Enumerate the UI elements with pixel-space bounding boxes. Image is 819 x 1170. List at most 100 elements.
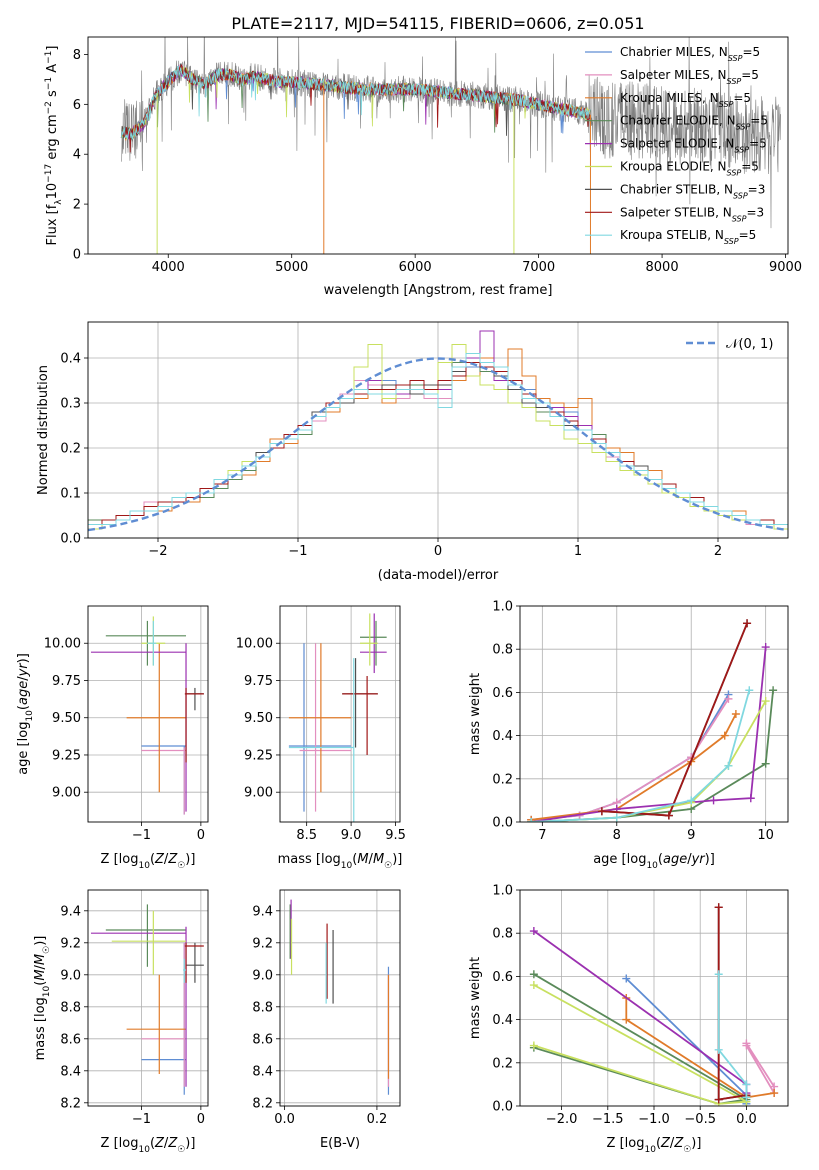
legend-entry: Kroupa MILES, NSSP=5	[620, 91, 751, 109]
x-tick-label: −2.0	[546, 1112, 578, 1127]
y-tick-label: 10.00	[44, 637, 81, 652]
weight-marker	[731, 710, 740, 718]
weight-marker	[622, 1015, 631, 1024]
legend-entry: Chabrier ELODIE, NSSP=5	[620, 114, 768, 132]
x-tick-label: −1	[132, 1112, 151, 1127]
x-tick-label: 8000	[646, 260, 679, 275]
x-tick-label: −2	[148, 544, 167, 559]
legend: Chabrier MILES, NSSP=5 Salpeter MILES, NS…	[585, 45, 768, 246]
y-tick-label: 6	[73, 98, 81, 113]
weight-marker	[742, 1080, 751, 1089]
plot-area	[90, 904, 204, 1095]
weight-marker	[761, 759, 770, 768]
x-tick-label: 2	[714, 544, 722, 559]
weight-marker	[529, 981, 538, 990]
weight-marker	[529, 970, 538, 979]
y-tick-label: 9.0	[60, 968, 81, 983]
weight-line-2	[625, 998, 775, 1099]
legend-entry: Kroupa ELODIE, NSSP=5	[620, 160, 759, 178]
y-tick-label: 0.4	[492, 1013, 513, 1028]
axes-frame	[519, 605, 789, 823]
plot-area	[529, 903, 779, 1106]
weight-marker	[527, 818, 536, 822]
x-tick-label: 10	[757, 828, 774, 843]
plot-area	[120, 37, 781, 254]
x-tick-label: 9000	[769, 260, 802, 275]
weight-marker	[529, 927, 538, 936]
mass-vs-Z-xlabel: Z [log10(Z/Z☉)]	[101, 1136, 196, 1155]
y-tick-label: 9.00	[244, 786, 273, 801]
spectrum-xlabel: wavelength [Angstrom, rest frame]	[324, 283, 553, 298]
axes-frame	[279, 605, 401, 823]
mass-vs-EBV-xlabel: E(B-V)	[320, 1136, 360, 1151]
plot-area	[288, 613, 387, 822]
x-tick-label: −1	[132, 828, 151, 843]
y-tick-label: 0.1	[60, 487, 81, 502]
panel-mass-vs-EBV: 0.0 0.2 8.2 8.4 8.6 8.8 9.0 9.2 9.4 E(B-V)	[252, 889, 401, 1151]
y-tick-label: 9.00	[52, 786, 81, 801]
weight-marker	[746, 794, 755, 803]
weight-marker	[745, 686, 754, 695]
massweight-vs-age-xlabel: age [log10(age/yr)]	[593, 852, 715, 871]
x-tick-label: 9	[687, 828, 695, 843]
legend-entry: Salpeter ELODIE, NSSP=5	[620, 137, 767, 155]
weight-line-3	[531, 690, 774, 822]
weight-marker	[761, 643, 770, 652]
x-tick-label: 0	[197, 1112, 205, 1127]
weight-marker	[714, 1045, 723, 1054]
y-tick-label: 9.0	[252, 968, 273, 983]
x-tick-label: 5000	[275, 260, 308, 275]
legend-entry: Chabrier STELIB, NSSP=3	[620, 182, 765, 200]
weight-line-5	[531, 700, 767, 822]
weight-line-7	[717, 907, 747, 1101]
weight-line-4	[533, 930, 748, 1093]
y-tick-label: 8.6	[252, 1032, 273, 1047]
y-tick-label: 1.0	[492, 600, 513, 615]
x-tick-label: −1	[288, 544, 307, 559]
legend-entry: Salpeter STELIB, NSSP=3	[620, 205, 764, 223]
weight-line-6	[717, 907, 747, 1101]
weight-line-4	[531, 646, 767, 822]
panel-massweight-vs-Z: −2.0 −1.5 −1.0 −0.5 0.0 0.0 0.2 0.4 0.6 0.8 1.0 Z […	[468, 884, 789, 1155]
weight-marker	[714, 903, 723, 912]
panel-age-vs-mass: 8.5 9.0 9.5 9.00 9.25 9.50 9.75 10.00 mass [log1…	[236, 605, 406, 871]
y-tick-label: 0.2	[60, 442, 81, 457]
weight-line-8	[717, 974, 748, 1098]
massweight-vs-Z-ylabel: mass weight	[468, 957, 483, 1039]
y-tick-label: 0.4	[492, 729, 513, 744]
figure-title: PLATE=2117, MJD=54115, FIBERID=0606, z=0…	[231, 14, 644, 33]
y-tick-label: 9.50	[244, 711, 273, 726]
weight-marker	[529, 1041, 538, 1050]
x-tick-label: 0	[434, 544, 442, 559]
y-tick-label: 8.2	[252, 1096, 273, 1111]
x-tick-label: 1	[574, 544, 582, 559]
y-tick-label: 8.6	[60, 1032, 81, 1047]
y-tick-label: 0.4	[60, 352, 81, 367]
y-tick-label: 0.0	[492, 816, 513, 831]
weight-marker	[622, 974, 631, 983]
weight-line-1	[745, 1042, 775, 1097]
y-tick-label: 9.25	[244, 748, 273, 763]
weight-marker	[597, 807, 606, 816]
residuals-xlabel: (data-model)/error	[378, 568, 499, 583]
weight-marker	[714, 1095, 723, 1104]
axes-frame	[87, 605, 209, 823]
mass-vs-Z-ylabel: mass [log10(M/M☉)]	[33, 936, 52, 1061]
y-tick-label: 0.8	[492, 643, 513, 658]
weight-marker	[743, 619, 752, 628]
panel-massweight-vs-age: 7 8 9 10 0.0 0.2 0.4 0.6 0.8 1.0 age [log10(age/yr…	[468, 600, 789, 871]
y-tick-label: 10.00	[236, 637, 273, 652]
axes-frame	[87, 36, 789, 255]
legend-entry: Salpeter MILES, NSSP=5	[620, 68, 759, 86]
y-tick-label: 0.6	[492, 970, 513, 985]
x-tick-label: 9.0	[341, 828, 362, 843]
weight-marker	[724, 761, 733, 770]
x-tick-label: 0.2	[367, 1112, 388, 1127]
x-tick-label: 7000	[522, 260, 555, 275]
weight-marker	[709, 796, 718, 805]
histogram-8	[88, 353, 788, 538]
residuals-ylabel: Normed distribution	[36, 365, 51, 495]
y-tick-label: 9.4	[252, 904, 273, 919]
weight-marker	[720, 731, 729, 740]
weight-marker	[761, 697, 770, 706]
